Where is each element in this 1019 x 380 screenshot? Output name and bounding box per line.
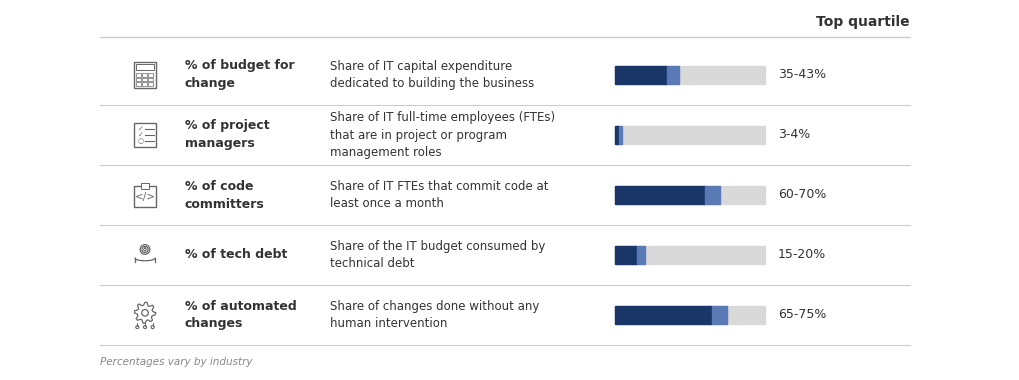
Bar (137, 73, 142, 77)
Text: % of automated
changes: % of automated changes (184, 299, 297, 331)
Bar (133, 186, 156, 207)
Text: Share of IT capital expenditure
dedicated to building the business: Share of IT capital expenditure dedicate… (330, 60, 534, 90)
Bar (614, 186, 704, 204)
Text: 65-75%: 65-75% (777, 309, 825, 321)
Bar (637, 246, 644, 264)
Text: ✓: ✓ (138, 132, 144, 138)
Text: Share of changes done without any
human intervention: Share of changes done without any human … (330, 300, 539, 330)
Text: % of project
managers: % of project managers (184, 119, 269, 150)
Text: ○: ○ (138, 138, 144, 144)
Bar (614, 306, 764, 324)
Text: 60-70%: 60-70% (777, 188, 825, 201)
Bar (133, 123, 156, 147)
Bar (136, 64, 154, 70)
Bar (141, 183, 149, 189)
Bar (143, 82, 148, 86)
Text: </>: </> (135, 192, 155, 202)
Bar (614, 186, 764, 204)
Bar (137, 78, 142, 81)
Bar (149, 82, 153, 86)
Text: Share of IT FTEs that commit code at
least once a month: Share of IT FTEs that commit code at lea… (330, 180, 548, 210)
Bar (666, 66, 679, 84)
Bar (143, 73, 148, 77)
Bar (614, 66, 666, 84)
Bar (614, 306, 712, 324)
Bar (137, 82, 142, 86)
Bar (614, 126, 764, 144)
Bar (149, 73, 153, 77)
Text: Share of IT full-time employees (FTEs)
that are in project or program
management: Share of IT full-time employees (FTEs) t… (330, 111, 554, 159)
Bar (614, 246, 764, 264)
Bar (133, 62, 156, 88)
Bar (149, 78, 153, 81)
Bar (619, 126, 622, 144)
Text: 35-43%: 35-43% (777, 68, 825, 81)
Bar (712, 306, 727, 324)
Text: % of tech debt: % of tech debt (184, 249, 287, 261)
Bar (614, 126, 619, 144)
Bar (704, 186, 719, 204)
Text: Percentages vary by industry: Percentages vary by industry (100, 357, 253, 367)
Text: 3-4%: 3-4% (777, 128, 809, 141)
Bar (614, 66, 764, 84)
Bar (614, 246, 637, 264)
Text: % of code
committers: % of code committers (184, 179, 265, 211)
Text: Top quartile: Top quartile (815, 15, 909, 29)
Bar (143, 78, 148, 81)
Text: % of budget for
change: % of budget for change (184, 60, 294, 90)
Text: ✓: ✓ (138, 126, 144, 132)
Text: Share of the IT budget consumed by
technical debt: Share of the IT budget consumed by techn… (330, 240, 545, 270)
Text: 15-20%: 15-20% (777, 249, 825, 261)
